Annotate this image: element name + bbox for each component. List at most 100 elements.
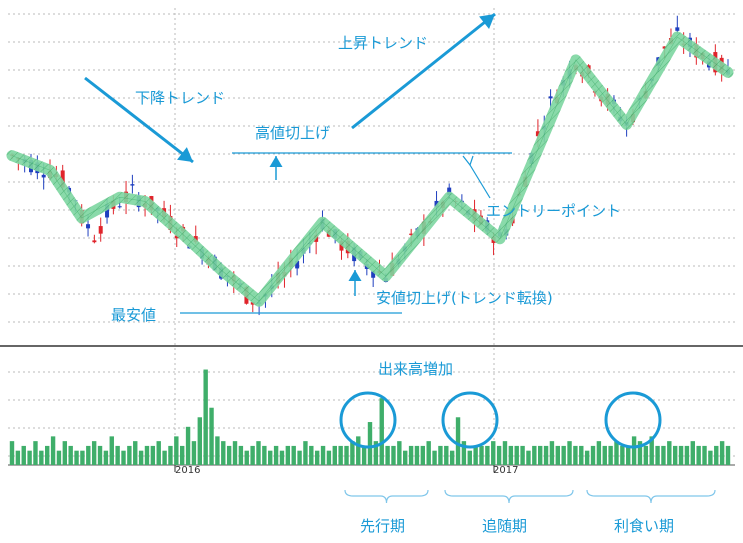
volume-bar — [320, 445, 326, 465]
volume-bar — [708, 450, 713, 465]
volume-bar — [420, 445, 426, 465]
volume-bar — [438, 445, 443, 465]
volume-bar — [385, 445, 390, 465]
volume-bar — [631, 436, 637, 465]
candle-body — [41, 174, 46, 178]
phase-profit-bracket — [586, 489, 716, 504]
volume-bar — [191, 441, 197, 465]
volume-bar — [33, 441, 38, 465]
volume-bar — [514, 445, 519, 465]
volume-bar — [133, 441, 138, 465]
volume-bar — [273, 445, 279, 465]
candle-body — [250, 302, 255, 305]
phase-leading-label: 先行期 — [360, 517, 406, 535]
downtrend-label: 下降トレンド — [135, 89, 226, 107]
candle-body — [295, 260, 300, 269]
x-tick-2016: 2016 — [175, 465, 201, 476]
volume-bar — [655, 445, 660, 465]
volume-bar — [356, 436, 361, 465]
volume-bar — [232, 441, 238, 465]
volume-bar — [350, 441, 355, 465]
volume-bar — [467, 450, 472, 465]
volume-bar — [455, 417, 461, 465]
uptrend-label: 上昇トレンド — [338, 34, 429, 52]
volume-bar — [684, 445, 690, 465]
volume-bar — [579, 445, 584, 465]
volume-bar — [690, 441, 695, 465]
candle-body — [447, 187, 452, 195]
volume-bar — [473, 445, 478, 465]
volume-bar — [403, 450, 408, 465]
candle-body — [662, 46, 667, 49]
volume-bar — [719, 441, 725, 465]
entry-point-pointer-head — [462, 155, 474, 167]
volume-bar — [602, 445, 607, 465]
volume-bar — [127, 445, 132, 465]
higher-high-arrow-head — [269, 156, 283, 167]
volume-bar — [661, 445, 666, 465]
volume-bar — [80, 450, 85, 465]
volume-increase-label: 出来高増加 — [378, 360, 454, 378]
volume-bar — [109, 436, 114, 465]
volume-bar — [496, 445, 502, 465]
volume-bar — [103, 450, 109, 465]
volume-bar — [555, 445, 561, 465]
volume-bar — [15, 450, 21, 465]
candle-body — [117, 206, 122, 208]
volume-bar — [68, 445, 73, 465]
candle-body — [548, 96, 553, 99]
candles — [10, 15, 730, 316]
candle-body — [60, 170, 65, 188]
volume-bar — [256, 441, 261, 465]
volume-bar — [667, 441, 672, 465]
volume-bar — [250, 445, 255, 465]
volume-bar — [567, 441, 572, 465]
volume-bar — [620, 445, 625, 465]
volume-bar — [584, 450, 590, 465]
volume-bar — [91, 441, 97, 465]
downtrend-arrow-head — [177, 147, 193, 162]
volume-bar — [702, 445, 707, 465]
volume-bar — [637, 441, 643, 465]
trend-band — [6, 31, 734, 307]
volume-bar — [197, 417, 203, 465]
volume-bar — [9, 441, 15, 465]
volume-bar — [74, 450, 79, 465]
candle-body — [92, 240, 97, 243]
volume-bar — [338, 445, 343, 465]
volume-bar — [121, 450, 126, 465]
volume-bar — [520, 445, 525, 465]
volume-bar — [39, 450, 44, 465]
volume-bar — [209, 407, 214, 465]
higher-low-label: 安値切上げ(トレンド転換) — [376, 289, 553, 307]
volume-bar — [332, 445, 337, 465]
volume-bar — [56, 450, 62, 465]
volume-bar — [86, 445, 91, 465]
volume-bar — [408, 445, 414, 465]
volume-bar — [144, 445, 150, 465]
volume-bar — [379, 398, 384, 465]
volume-bar — [479, 445, 484, 465]
volume-circle-leading — [339, 391, 397, 449]
volume-bar — [426, 441, 431, 465]
volume-bar — [279, 450, 285, 465]
candle-body — [105, 204, 110, 218]
candle-body — [86, 224, 91, 229]
candle-body — [371, 271, 376, 278]
volume-bar — [485, 445, 490, 465]
trend-band-center — [11, 36, 729, 302]
volume-bar — [179, 445, 185, 465]
volume-bar — [27, 450, 32, 465]
volume-bar — [150, 445, 156, 465]
volume-bar — [45, 445, 50, 465]
candle-body — [130, 184, 135, 186]
lowest-low-label: 最安値 — [111, 306, 157, 324]
volume-bar — [596, 441, 602, 465]
candle-body — [409, 233, 414, 235]
volume-bar — [537, 445, 543, 465]
entry-point-pointer — [469, 164, 491, 199]
volume-circle-profit — [604, 391, 662, 449]
volume-bar — [672, 445, 678, 465]
volume-bar — [432, 450, 437, 465]
